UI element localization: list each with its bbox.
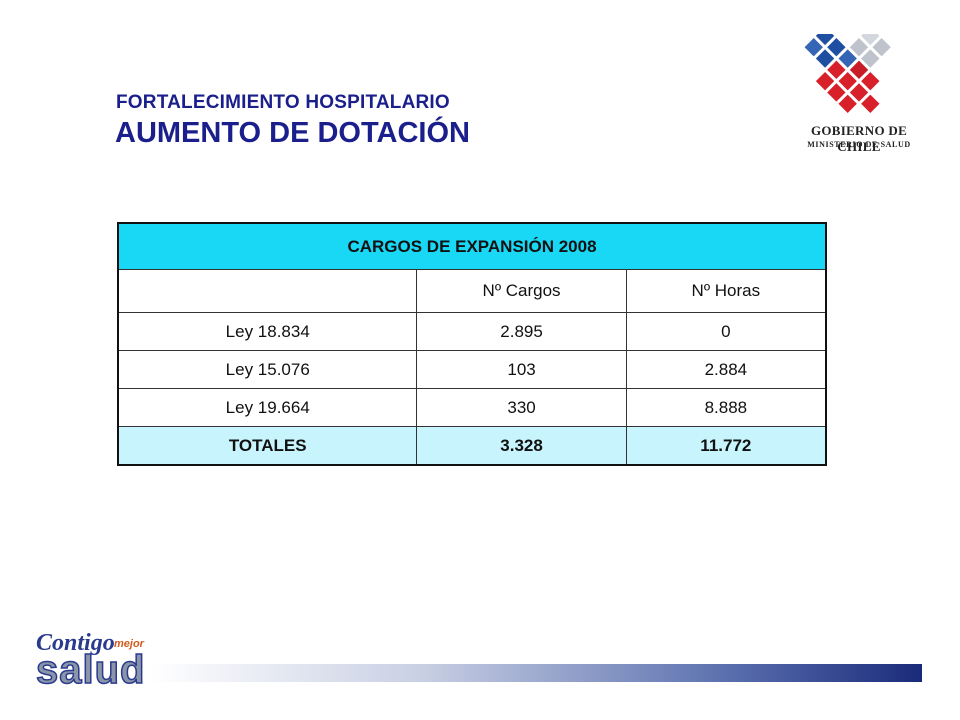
totals-row: TOTALES 3.328 11.772 (117, 426, 827, 466)
expansion-table: CARGOS DE EXPANSIÓN 2008 Nº Cargos Nº Ho… (117, 222, 827, 466)
row-label: Ley 18.834 (117, 312, 418, 351)
row-label: Ley 19.664 (117, 388, 418, 427)
totals-horas: 11.772 (625, 426, 827, 466)
row-cargos: 2.895 (416, 312, 627, 351)
column-header-cargos: Nº Cargos (416, 269, 627, 313)
row-cargos: 330 (416, 388, 627, 427)
row-horas: 2.884 (625, 350, 827, 389)
brand-mejor: mejor (114, 638, 144, 650)
diamond-grid-icon (804, 26, 891, 113)
totals-label: TOTALES (117, 426, 418, 466)
column-header-empty (117, 269, 418, 313)
brand-contigo: Contigo (36, 630, 115, 656)
gobierno-de-chile-logo: GOBIERNO DE CHILE MINISTERIO DE SALUD (792, 26, 926, 154)
contigo-mejor-salud-logo: Contigo mejor salud (35, 628, 156, 693)
row-cargos: 103 (416, 350, 627, 389)
table-row: Ley 18.834 2.895 0 (117, 312, 827, 351)
footer-gradient-bar (150, 664, 922, 682)
column-header-horas: Nº Horas (625, 269, 827, 313)
row-label: Ley 15.076 (117, 350, 418, 389)
slide-kicker: FORTALECIMIENTO HOSPITALARIO (116, 92, 450, 113)
slide-title: AUMENTO DE DOTACIÓN (115, 117, 470, 149)
totals-cargos: 3.328 (416, 426, 627, 466)
logo-line-gobierno: GOBIERNO DE CHILE (810, 123, 908, 154)
row-horas: 0 (625, 312, 827, 351)
row-horas: 8.888 (625, 388, 827, 427)
table-row: Ley 15.076 103 2.884 (117, 350, 827, 389)
table-row: Ley 19.664 330 8.888 (117, 388, 827, 427)
brand-salud: salud (35, 647, 146, 693)
table-title: CARGOS DE EXPANSIÓN 2008 (117, 222, 827, 270)
logo-line-ministerio: MINISTERIO DE SALUD (807, 140, 911, 149)
